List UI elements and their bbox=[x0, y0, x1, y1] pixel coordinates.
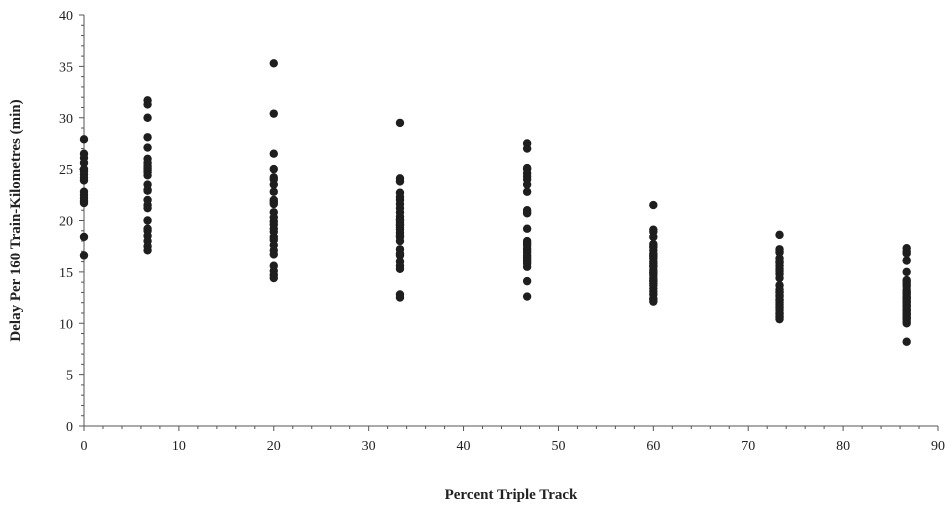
y-tick-label: 0 bbox=[66, 420, 73, 435]
data-point bbox=[902, 337, 911, 346]
data-point bbox=[775, 303, 784, 313]
y-tick-label: 5 bbox=[66, 369, 73, 384]
data-point bbox=[143, 143, 152, 152]
data-point bbox=[522, 292, 532, 301]
y-tick-label: 35 bbox=[59, 60, 73, 75]
data-point bbox=[79, 158, 89, 168]
data-point bbox=[395, 293, 405, 302]
data-point bbox=[775, 296, 784, 305]
data-point bbox=[775, 312, 784, 322]
y-tick-label: 20 bbox=[59, 215, 73, 230]
data-point bbox=[649, 261, 658, 270]
data-point bbox=[649, 200, 658, 210]
data-point bbox=[79, 251, 89, 260]
data-point bbox=[775, 258, 784, 267]
data-point bbox=[902, 256, 911, 265]
data-point bbox=[79, 198, 89, 208]
x-tick-label: 80 bbox=[836, 439, 850, 454]
x-tick-label: 30 bbox=[362, 439, 376, 454]
x-axis-title: Percent Triple Track bbox=[445, 487, 578, 503]
y-axis-ticks: 0 5 10 15 20 25 30 35 40 bbox=[59, 9, 84, 435]
x-tick-label: 40 bbox=[457, 439, 471, 454]
data-point bbox=[395, 192, 405, 202]
data-point bbox=[902, 287, 911, 296]
data-point bbox=[522, 276, 532, 286]
data-point bbox=[775, 247, 784, 256]
data-point bbox=[269, 164, 278, 174]
data-point bbox=[143, 133, 152, 142]
data-point bbox=[522, 238, 532, 248]
data-point bbox=[269, 187, 278, 196]
data-point bbox=[143, 203, 152, 213]
x-tick-label: 90 bbox=[931, 439, 945, 454]
y-tick-label: 10 bbox=[59, 317, 73, 332]
data-point bbox=[143, 246, 152, 255]
data-point bbox=[395, 118, 405, 128]
data-point bbox=[902, 280, 911, 289]
data-point bbox=[269, 59, 278, 68]
data-point bbox=[775, 273, 784, 283]
data-point bbox=[143, 165, 152, 175]
data-point bbox=[269, 109, 278, 118]
data-point bbox=[649, 295, 658, 304]
data-point bbox=[395, 264, 405, 273]
data-point bbox=[902, 313, 911, 323]
data-point bbox=[775, 230, 784, 240]
data-point bbox=[79, 149, 89, 158]
data-point bbox=[775, 266, 784, 276]
x-tick-label: 60 bbox=[646, 439, 660, 454]
x-tick-label: 20 bbox=[267, 439, 281, 454]
data-point bbox=[902, 249, 911, 258]
data-point bbox=[522, 209, 532, 218]
data-point bbox=[79, 176, 89, 185]
y-tick-label: 30 bbox=[59, 112, 73, 127]
y-tick-label: 40 bbox=[59, 9, 73, 24]
y-tick-label: 25 bbox=[59, 163, 73, 178]
axes bbox=[83, 15, 938, 427]
data-point bbox=[79, 232, 89, 242]
data-point bbox=[269, 149, 278, 158]
x-tick-label: 10 bbox=[172, 439, 186, 454]
data-point bbox=[143, 186, 152, 195]
data-point bbox=[649, 252, 658, 261]
x-tick-label: 70 bbox=[741, 439, 755, 454]
data-point bbox=[522, 224, 532, 233]
data-point bbox=[522, 257, 532, 266]
data-point bbox=[649, 278, 658, 288]
x-tick-label: 50 bbox=[551, 439, 565, 454]
data-point bbox=[649, 268, 658, 278]
data-point bbox=[649, 232, 658, 242]
data-point bbox=[649, 241, 658, 251]
data-point bbox=[395, 249, 405, 258]
data-point bbox=[269, 180, 278, 189]
y-axis-title: Delay Per 160 Train-Kilometres (min) bbox=[8, 99, 24, 341]
data-point bbox=[522, 180, 532, 189]
data-point bbox=[522, 144, 532, 153]
data-point bbox=[522, 164, 532, 174]
data-point bbox=[143, 216, 152, 225]
data-point bbox=[902, 267, 911, 277]
x-tick-label: 0 bbox=[81, 439, 88, 454]
y-tick-label: 15 bbox=[59, 266, 73, 281]
data-point bbox=[269, 250, 278, 259]
data-point bbox=[395, 177, 405, 186]
data-points bbox=[79, 59, 911, 346]
data-point bbox=[395, 220, 405, 229]
x-axis-ticks: 0 10 20 30 40 50 60 70 80 90 bbox=[81, 426, 945, 454]
data-point bbox=[269, 199, 278, 209]
data-point bbox=[522, 172, 532, 181]
data-point bbox=[269, 273, 278, 283]
data-point bbox=[79, 135, 89, 144]
data-point bbox=[395, 231, 405, 241]
data-point bbox=[143, 113, 152, 122]
data-point bbox=[79, 170, 89, 179]
data-point bbox=[522, 187, 532, 196]
data-point bbox=[143, 100, 152, 109]
